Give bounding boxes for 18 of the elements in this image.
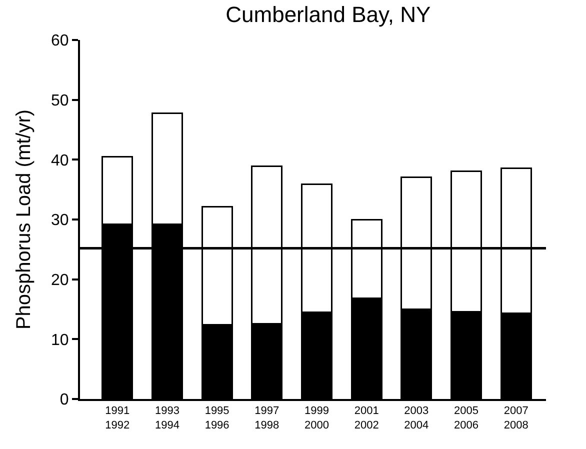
x-tick-label: 2005 2006 [454, 405, 478, 432]
x-tick-label: 2001 2002 [354, 405, 379, 432]
x-tick-label: 2007 2008 [504, 405, 528, 432]
y-tick-label: 20 [51, 272, 69, 289]
x-tick-label: 2003 2004 [404, 405, 429, 432]
y-tick-label: 60 [51, 32, 69, 50]
y-tick-label: 40 [51, 152, 69, 170]
chart-title: Cumberland Bay, NY [226, 2, 431, 28]
x-tick-label: 1999 2000 [304, 405, 329, 432]
x-tick-label: 1991 1992 [105, 405, 130, 432]
y-tick-label: 50 [51, 92, 69, 110]
x-tick-label: 1997 1998 [254, 405, 280, 432]
y-axis-title: Phosphorus Load (mt/yr) [13, 109, 36, 330]
y-tick-label: 30 [51, 212, 69, 230]
x-tick-label: 1993 1994 [154, 405, 180, 432]
x-tick-label: 1995 1996 [204, 405, 230, 432]
y-tick-label: 0 [60, 392, 69, 409]
y-tick-label: 10 [51, 332, 69, 349]
